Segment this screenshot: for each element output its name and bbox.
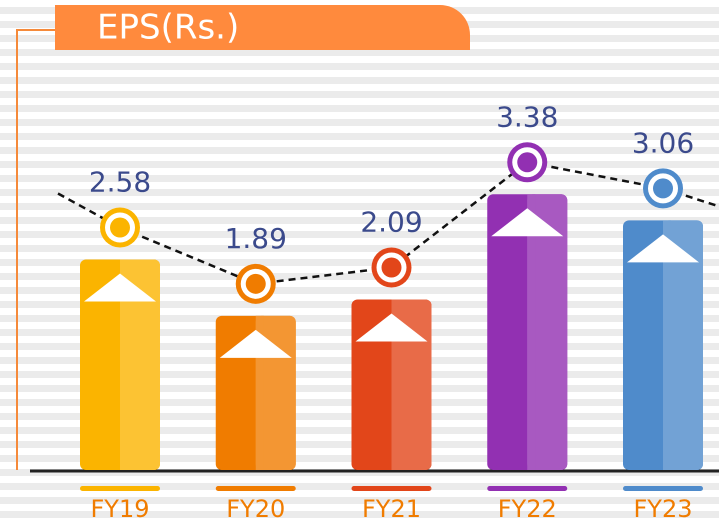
x-tick-label: FY19 — [90, 495, 149, 523]
value-label: 2.09 — [360, 206, 422, 239]
arrow — [84, 273, 156, 302]
marker-inner — [381, 257, 402, 278]
bar-highlight — [120, 259, 160, 470]
arrow — [355, 313, 428, 342]
marker-inner — [517, 152, 538, 173]
value-label: 2.58 — [89, 166, 151, 199]
value-label: 3.38 — [496, 100, 558, 133]
bar-highlight — [120, 259, 128, 470]
arrow — [627, 234, 699, 263]
category-underline — [623, 486, 703, 491]
eps-line — [119, 160, 664, 286]
bar-highlight — [663, 220, 671, 470]
bar-highlight — [255, 315, 264, 470]
chart-title: EPS(Rs.) — [97, 8, 239, 48]
category-underline — [215, 486, 296, 491]
value-label: 1.89 — [225, 222, 287, 255]
bar-highlight — [391, 299, 432, 470]
value-label: 3.06 — [632, 126, 694, 159]
marker-inner — [110, 217, 130, 238]
category-underline — [80, 486, 160, 491]
bracket — [16, 29, 55, 470]
bar-highlight — [391, 299, 400, 470]
line-extension — [662, 187, 719, 208]
bar-highlight — [527, 194, 568, 470]
marker-inner — [245, 273, 266, 294]
bar-highlight — [663, 220, 703, 470]
arrow — [219, 329, 292, 358]
x-tick-label: FY23 — [633, 495, 692, 523]
marker-inner — [653, 178, 673, 199]
category-underline — [351, 486, 432, 491]
x-tick-label: FY20 — [226, 495, 285, 523]
bar-highlight — [527, 194, 536, 470]
x-tick-label: FY21 — [362, 495, 421, 523]
category-underline — [487, 486, 568, 491]
title-banner — [55, 5, 470, 50]
arrow — [491, 208, 564, 237]
x-tick-label: FY22 — [498, 495, 557, 523]
